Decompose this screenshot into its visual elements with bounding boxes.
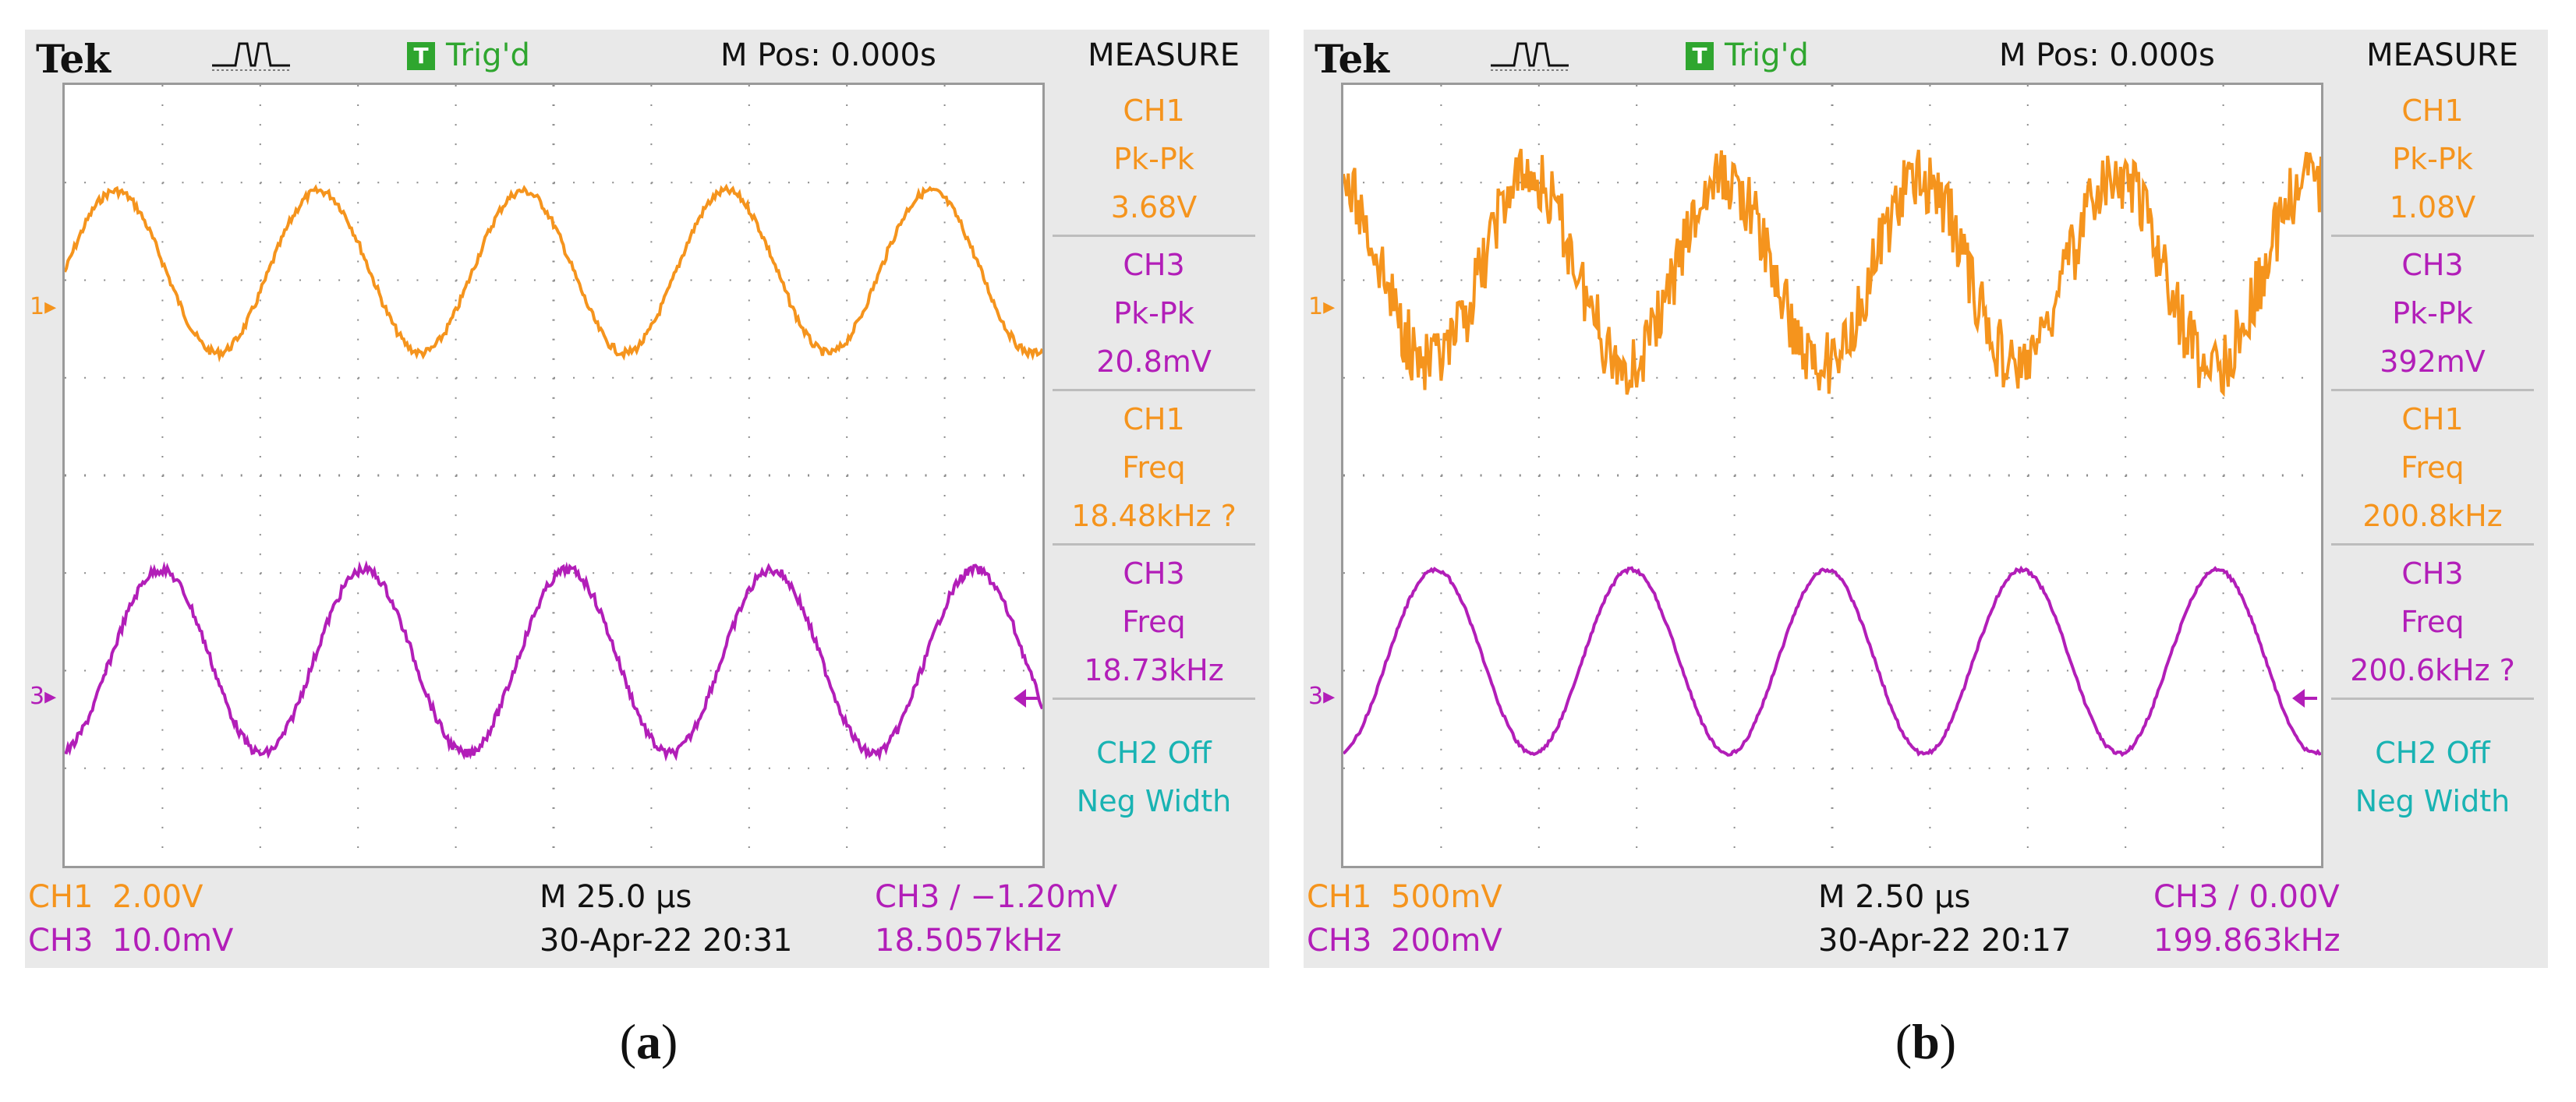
measurement-2: CH3 Pk-Pk 20.8mV bbox=[1053, 237, 1255, 391]
horizontal-position: M Pos: 0.000s bbox=[720, 37, 936, 73]
ch1-scale: 2.00V bbox=[112, 879, 203, 915]
measurement-channel: CH3 bbox=[1123, 247, 1185, 282]
graticule bbox=[1343, 85, 2321, 866]
scope-screenshot-a: Tek T Trig'd M Pos: 0.000s MEASURE 1▸ 3▸… bbox=[25, 30, 1269, 968]
scope-header: Tek T Trig'd M Pos: 0.000s MEASURE bbox=[25, 30, 1269, 82]
trigger-status: Trig'd bbox=[1725, 37, 1809, 73]
ch3-scale: 10.0mV bbox=[112, 923, 234, 959]
acquisition-icon bbox=[212, 42, 290, 71]
measurement-1: CH1 Pk-Pk 1.08V bbox=[2331, 83, 2534, 237]
ch3-label: CH3 bbox=[28, 923, 94, 959]
measurement-value: 200.6kHz ? bbox=[2350, 652, 2515, 687]
measurement-4: CH3 Freq 18.73kHz bbox=[1053, 546, 1255, 700]
measurement-4: CH3 Freq 200.6kHz ? bbox=[2331, 546, 2534, 700]
ch3-trigger-level-arrow-icon bbox=[1014, 689, 1039, 708]
measurement-label: Freq bbox=[2401, 450, 2465, 485]
ch3-waveform bbox=[65, 560, 1042, 762]
scope-footer: CH1 2.00V CH3 10.0mV M 25.0 µs 30-Apr-22… bbox=[25, 879, 1269, 965]
measurement-label: Pk-Pk bbox=[1113, 141, 1194, 176]
measurement-label: Pk-Pk bbox=[2392, 141, 2473, 176]
measurement-channel: CH1 bbox=[1123, 401, 1185, 436]
ch1-ground-marker: 1▸ bbox=[1308, 293, 1336, 320]
brand-logo: Tek bbox=[1315, 36, 1389, 82]
scope-screenshot-b: Tek T Trig'd M Pos: 0.000s MEASURE 1▸ 3▸… bbox=[1304, 30, 2548, 968]
waveforms bbox=[1343, 148, 2321, 758]
measurement-channel: CH3 bbox=[2401, 556, 2464, 591]
caption-b: (b) bbox=[1895, 1014, 1957, 1069]
trigger-status: Trig'd bbox=[446, 37, 530, 73]
measurement-label: Neg Width bbox=[1076, 784, 1232, 818]
measurement-value: 18.73kHz bbox=[1084, 652, 1224, 687]
ch1-label: CH1 bbox=[1307, 879, 1372, 915]
measurement-label: Freq bbox=[1122, 604, 1186, 639]
measurement-label: Pk-Pk bbox=[1113, 295, 1194, 330]
trigger-frequency: 199.863kHz bbox=[2153, 923, 2341, 959]
measurement-5: CH2 Off Neg Width bbox=[2331, 700, 2534, 854]
measurement-channel: CH1 bbox=[2401, 93, 2464, 128]
trigger-setting: CH3 ∕ 0.00V bbox=[2153, 879, 2340, 915]
ch1-ground-marker: 1▸ bbox=[30, 293, 57, 320]
ch3-scale: 200mV bbox=[1391, 923, 1502, 959]
measurement-channel: CH3 bbox=[1123, 556, 1185, 591]
ch1-label: CH1 bbox=[28, 879, 94, 915]
measurement-label: Freq bbox=[1122, 450, 1186, 485]
ch1-waveform bbox=[1343, 148, 2321, 397]
scope-footer: CH1 500mV CH3 200mV M 2.50 µs 30-Apr-22 … bbox=[1304, 879, 2548, 965]
date-time: 30-Apr-22 20:17 bbox=[1818, 923, 2072, 959]
trigger-status-icon: T bbox=[1686, 42, 1714, 70]
caption-a: (a) bbox=[619, 1014, 678, 1069]
measurement-channel: CH1 bbox=[2401, 401, 2464, 436]
ch3-waveform bbox=[1343, 565, 2321, 758]
timebase: M 25.0 µs bbox=[540, 879, 692, 915]
measurement-1: CH1 Pk-Pk 3.68V bbox=[1053, 83, 1255, 237]
trigger-frequency: 18.5057kHz bbox=[875, 923, 1062, 959]
trigger-setting: CH3 ∕ −1.20mV bbox=[875, 879, 1118, 915]
acquisition-icon bbox=[1491, 42, 1569, 71]
measurement-5: CH2 Off Neg Width bbox=[1053, 700, 1255, 854]
ch3-ground-marker: 3▸ bbox=[30, 683, 57, 710]
measurement-label: Freq bbox=[2401, 604, 2465, 639]
measurement-value: 20.8mV bbox=[1096, 344, 1212, 379]
measure-panel: CH1 Pk-Pk 3.68V CH3 Pk-Pk 20.8mV CH1 Freq 18.48k… bbox=[1053, 83, 1255, 854]
horizontal-position: M Pos: 0.000s bbox=[1999, 37, 2215, 73]
ch3-ground-marker: 3▸ bbox=[1308, 683, 1336, 710]
date-time: 30-Apr-22 20:31 bbox=[540, 923, 793, 959]
measurement-value: 1.08V bbox=[2389, 189, 2476, 224]
waveforms bbox=[65, 183, 1042, 762]
measurement-channel: CH1 bbox=[1123, 93, 1185, 128]
measurement-3: CH1 Freq 200.8kHz bbox=[2331, 391, 2534, 546]
measure-menu-title: MEASURE bbox=[1088, 37, 1240, 73]
scope-header: Tek T Trig'd M Pos: 0.000s MEASURE bbox=[1304, 30, 2548, 82]
measurement-value: 3.68V bbox=[1110, 189, 1198, 224]
measurement-channel: CH3 bbox=[2401, 247, 2464, 282]
measurement-value: 18.48kHz ? bbox=[1071, 498, 1237, 533]
measurement-label: Pk-Pk bbox=[2392, 295, 2473, 330]
measurement-channel: CH2 Off bbox=[2375, 736, 2490, 770]
ch3-label: CH3 bbox=[1307, 923, 1372, 959]
trigger-status-icon: T bbox=[407, 42, 435, 70]
measurement-label: Neg Width bbox=[2355, 784, 2511, 818]
waveform-display bbox=[1341, 83, 2323, 868]
measurement-value: 392mV bbox=[2380, 344, 2486, 379]
graticule bbox=[65, 85, 1042, 866]
measurement-3: CH1 Freq 18.48kHz ? bbox=[1053, 391, 1255, 546]
ch3-trigger-level-arrow-icon bbox=[2292, 689, 2317, 708]
measurement-channel: CH2 Off bbox=[1096, 736, 1212, 770]
timebase: M 2.50 µs bbox=[1818, 879, 1971, 915]
measure-panel: CH1 Pk-Pk 1.08V CH3 Pk-Pk 392mV CH1 Freq 200.8kH… bbox=[2331, 83, 2534, 854]
ch1-waveform bbox=[65, 183, 1042, 363]
measurement-value: 200.8kHz bbox=[2362, 498, 2503, 533]
measurement-2: CH3 Pk-Pk 392mV bbox=[2331, 237, 2534, 391]
brand-logo: Tek bbox=[36, 36, 111, 82]
ch1-scale: 500mV bbox=[1391, 879, 1502, 915]
measure-menu-title: MEASURE bbox=[2366, 37, 2518, 73]
waveform-display bbox=[62, 83, 1045, 868]
